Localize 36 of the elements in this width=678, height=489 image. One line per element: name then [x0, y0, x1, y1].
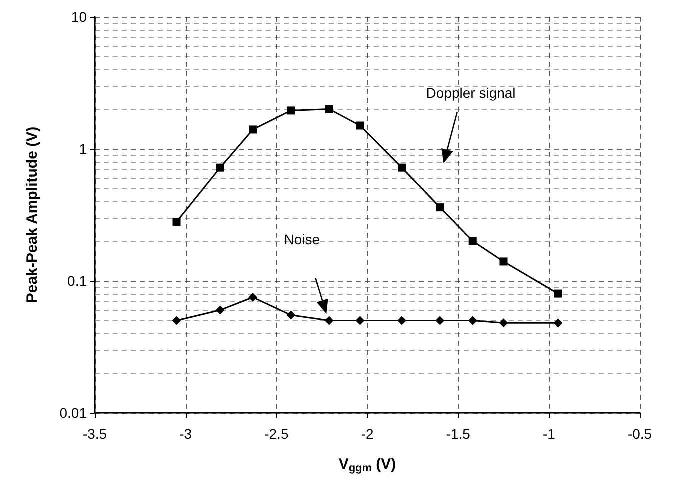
point: [499, 318, 508, 328]
point: [398, 316, 407, 326]
point: [249, 126, 258, 134]
point: [324, 316, 334, 326]
point: [356, 316, 365, 326]
annotation: Noise: [284, 232, 320, 248]
point: [356, 122, 364, 130]
point: [216, 164, 224, 172]
y-tick-label: 0.1: [68, 273, 88, 289]
point: [248, 292, 258, 302]
x-tick-label: -2.5: [264, 426, 289, 442]
x-tick-label: -2: [361, 426, 374, 442]
point: [436, 204, 444, 212]
y-axis-title: Peak-Peak Amplitude (V): [24, 126, 41, 304]
x-tick-label: -3.5: [82, 426, 108, 442]
point: [554, 318, 563, 328]
point: [436, 316, 445, 326]
point: [172, 218, 181, 226]
point: [468, 316, 478, 326]
point: [554, 290, 562, 298]
y-tick-label: 1: [79, 141, 88, 157]
point: [500, 258, 508, 266]
x-tick-label: -1: [542, 426, 556, 442]
point: [286, 310, 296, 320]
point: [216, 306, 225, 315]
x-tick-label: -0.5: [628, 426, 652, 442]
point: [325, 105, 334, 114]
point: [172, 316, 182, 326]
x-tick-label: -1.5: [446, 426, 471, 442]
annotation: Doppler signal: [426, 85, 516, 102]
y-tick-label: 10: [71, 9, 88, 25]
point: [287, 106, 296, 115]
x-tick-label: -3: [180, 426, 192, 442]
point: [468, 237, 477, 246]
y-tick-label: 0.01: [60, 405, 88, 421]
point: [398, 164, 406, 172]
